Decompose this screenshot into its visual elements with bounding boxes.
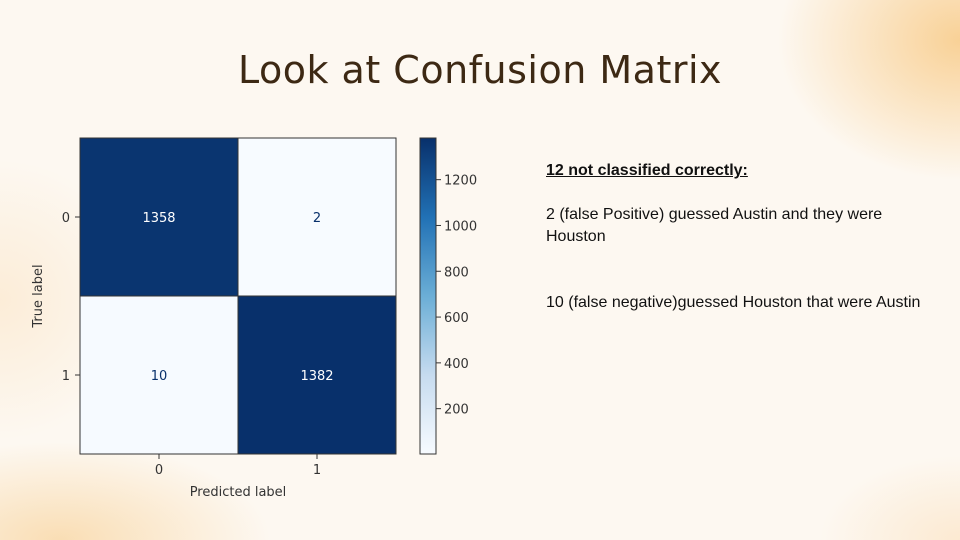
matrix-cell-label-0-1: 2 <box>313 211 321 226</box>
slide-title: Look at Confusion Matrix <box>237 48 723 92</box>
y-tick-label-1: 1 <box>62 369 70 384</box>
colorbar <box>419 137 437 455</box>
colorbar-tick-label-5: 1200 <box>444 174 477 189</box>
false-positive-note: 2 (false Positive) guessed Austin and th… <box>546 206 883 245</box>
matrix-cell-label-1-1: 1382 <box>300 369 333 384</box>
matrix-cell-0-0 <box>80 138 238 296</box>
matrix-cell-label-0-0: 1358 <box>142 211 175 226</box>
matrix-frame <box>79 137 397 455</box>
y-tick-label-0: 0 <box>62 211 70 226</box>
notes-panel: 12 not classified correctly: 2 (false Po… <box>546 160 926 314</box>
false-negative-note: 10 (false negative)guessed Houston that … <box>546 294 921 311</box>
x-tick-label-1: 1 <box>313 463 321 478</box>
matrix-cell-1-0 <box>80 296 238 454</box>
x-tick-label-0: 0 <box>155 463 163 478</box>
matrix-cell-label-1-0: 10 <box>151 369 168 384</box>
colorbar-tick-label-2: 600 <box>444 311 469 326</box>
confusion-matrix-chart: 1358 2 10 1382 0 1 0 1 Predicted label True l… <box>31 137 477 500</box>
colorbar-tick-label-4: 1000 <box>444 219 477 234</box>
matrix-cell-0-1 <box>238 138 396 296</box>
matrix-cell-1-1 <box>238 296 396 454</box>
colorbar-tick-label-1: 400 <box>444 357 469 372</box>
colorbar-tick-label-3: 800 <box>444 265 469 280</box>
colorbar-tick-label-0: 200 <box>444 403 469 418</box>
x-axis-label: Predicted label <box>190 485 287 500</box>
y-axis-label: True label <box>31 264 46 328</box>
notes-heading: 12 not classified correctly: <box>546 162 748 179</box>
